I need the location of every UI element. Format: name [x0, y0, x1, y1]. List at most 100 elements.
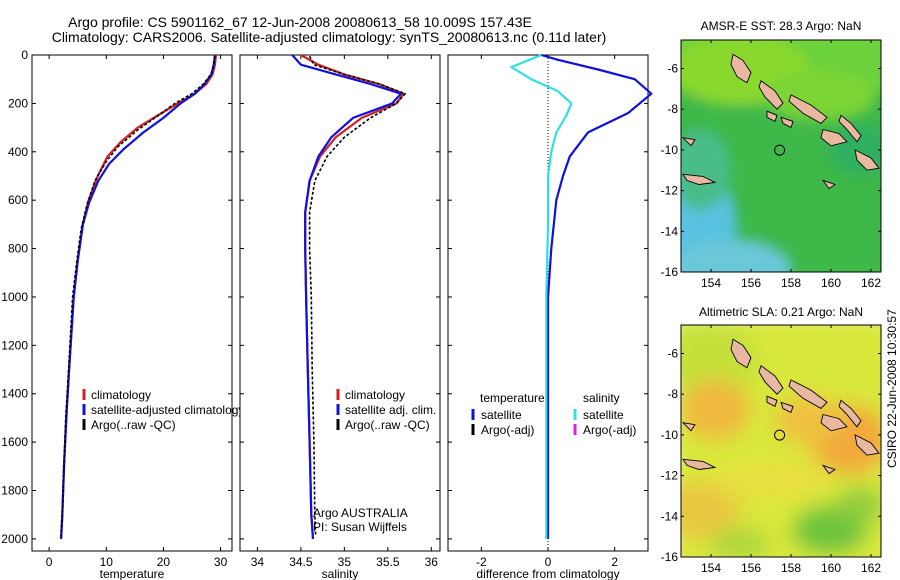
island [854, 434, 880, 456]
sla-map-title: Altimetric SLA: 0.21 Argo: NaN [699, 305, 863, 319]
sst-map-frame [680, 39, 882, 273]
depth-tick-label: 400 [8, 145, 28, 159]
island [821, 179, 836, 190]
temperature-legend-label: climatology [91, 388, 151, 402]
sst-lon-tick-label: 162 [861, 276, 881, 290]
sst-argo-marker [774, 144, 786, 156]
header-line-1: Argo profile: CS 5901162_67 12-Jun-2008 … [68, 14, 532, 30]
island [766, 395, 778, 408]
difference-series-temperature-satellite [540, 53, 653, 539]
depth-tick-label: 1400 [1, 387, 28, 401]
island [730, 53, 752, 84]
salinity-x-tick-label: 36 [425, 555, 439, 569]
depth-tick-label: 600 [8, 193, 28, 207]
sla-lat-tick-label: -6 [667, 346, 678, 360]
depth-tick-label: 0 [21, 48, 28, 62]
sla-lon-tick-label: 156 [741, 561, 761, 575]
difference-x-tick-label: 2 [611, 555, 618, 569]
island [788, 379, 828, 409]
diff-legend-label: satellite [583, 408, 624, 422]
sla-map-frame [680, 324, 882, 558]
diff-legend-label: satellite [481, 408, 522, 422]
temperature-x-tick-label: 10 [100, 555, 114, 569]
island [730, 338, 752, 369]
difference-x-axis-label: difference from climatology [476, 567, 619, 580]
salinity-series-satellite-adj-clim- [291, 54, 402, 539]
sla-lat-tick-label: -8 [667, 387, 678, 401]
sla-lat-tick-label: -10 [661, 428, 679, 442]
sla-argo-marker [774, 429, 786, 441]
island [780, 401, 794, 414]
difference-x-tick-label: 0 [545, 555, 552, 569]
sla-map-coastline [681, 338, 880, 475]
salinity-x-tick-label: 34.5 [289, 555, 313, 569]
salinity-x-tick-label: 35.5 [376, 555, 400, 569]
sst-lon-tick-label: 156 [741, 276, 761, 290]
salinity-x-tick-label: 35 [338, 555, 352, 569]
island [820, 128, 848, 147]
depth-tick-label: 200 [8, 96, 28, 110]
island [766, 110, 778, 123]
depth-tick-label: 1800 [1, 484, 28, 498]
sla-lon-tick-label: 160 [821, 561, 841, 575]
sst-map-image [681, 40, 881, 272]
sst-lon-tick-label: 160 [821, 276, 841, 290]
island [780, 116, 794, 129]
sla-map-axes: 154 156 158 160 162 -6 -8 -10 -12 -14 -16 [661, 325, 881, 575]
header-line-2: Climatology: CARS2006. Satellite-adjuste… [52, 29, 607, 45]
island [682, 458, 717, 470]
sst-map-coastline [681, 53, 880, 190]
diff-legend-label: Argo(-adj) [583, 423, 636, 437]
temperature-x-tick-label: 20 [157, 555, 171, 569]
salinity-annotation-line-2: PI: Susan Wijffels [313, 520, 407, 534]
sst-lat-tick-label: -14 [661, 224, 679, 238]
salinity-annotation-line-1: Argo AUSTRALIA [313, 506, 408, 520]
salinity-x-axis-label: salinity [322, 567, 359, 580]
depth-tick-label: 1200 [1, 338, 28, 352]
sla-lat-tick-label: -16 [661, 550, 679, 564]
salinity-legend-label: Argo(..raw -QC) [345, 418, 430, 432]
temperature-x-tick-label: 0 [46, 555, 53, 569]
difference-series-salinity-satellite [510, 53, 573, 539]
island [681, 422, 696, 432]
sst-lon-tick-label: 154 [701, 276, 721, 290]
depth-tick-label: 2000 [1, 532, 28, 546]
salinity-panel: 34 34.5 35 35.5 36 salinity climatologysatelli… [239, 54, 441, 580]
temperature-series-argo-raw-qc- [60, 56, 216, 537]
temperature-legend-label: Argo(..raw -QC) [91, 418, 176, 432]
diff-legend-header-temperature: temperature [480, 391, 545, 405]
sst-lon-tick-label: 158 [781, 276, 801, 290]
sla-lon-tick-label: 154 [701, 561, 721, 575]
island [854, 149, 880, 171]
sst-lat-tick-label: -8 [667, 102, 678, 116]
sst-lat-tick-label: -12 [661, 184, 679, 198]
depth-tick-label: 800 [8, 242, 28, 256]
temperature-x-axis-label: temperature [100, 567, 165, 580]
island [838, 114, 862, 143]
sst-map-title: AMSR-E SST: 28.3 Argo: NaN [701, 19, 862, 33]
temperature-panel: 0 10 20 30 0 200 400 600 800 1000 1200 1400 1600 1800… [1, 48, 244, 580]
temperature-plot-frame [31, 54, 233, 552]
salinity-legend-label: satellite adj. clim. [345, 403, 436, 417]
diff-legend-label: Argo(-adj) [481, 423, 534, 437]
sst-lat-tick-label: -10 [661, 143, 679, 157]
island [788, 94, 828, 124]
island [820, 413, 848, 432]
sst-map-axes: 154 156 158 160 162 -6 -8 -10 -12 -14 -16 [661, 40, 881, 290]
sst-lat-tick-label: -6 [667, 61, 678, 75]
sla-lon-tick-label: 162 [861, 561, 881, 575]
salinity-legend-label: climatology [345, 388, 405, 402]
salinity-series-argo-raw-qc- [308, 55, 407, 537]
temperature-x-tick-label: 30 [214, 555, 228, 569]
sla-lat-tick-label: -14 [661, 509, 679, 523]
diff-legend-header-salinity: salinity [583, 391, 620, 405]
sla-lon-tick-label: 158 [781, 561, 801, 575]
depth-tick-label: 1000 [1, 290, 28, 304]
timestamp-side-label: CSIRO 22-Jun-2008 10:30:57 [885, 309, 899, 468]
island [838, 399, 862, 428]
salinity-x-tick-label: 34 [251, 555, 265, 569]
sst-lat-tick-label: -16 [661, 265, 679, 279]
island [758, 364, 784, 395]
